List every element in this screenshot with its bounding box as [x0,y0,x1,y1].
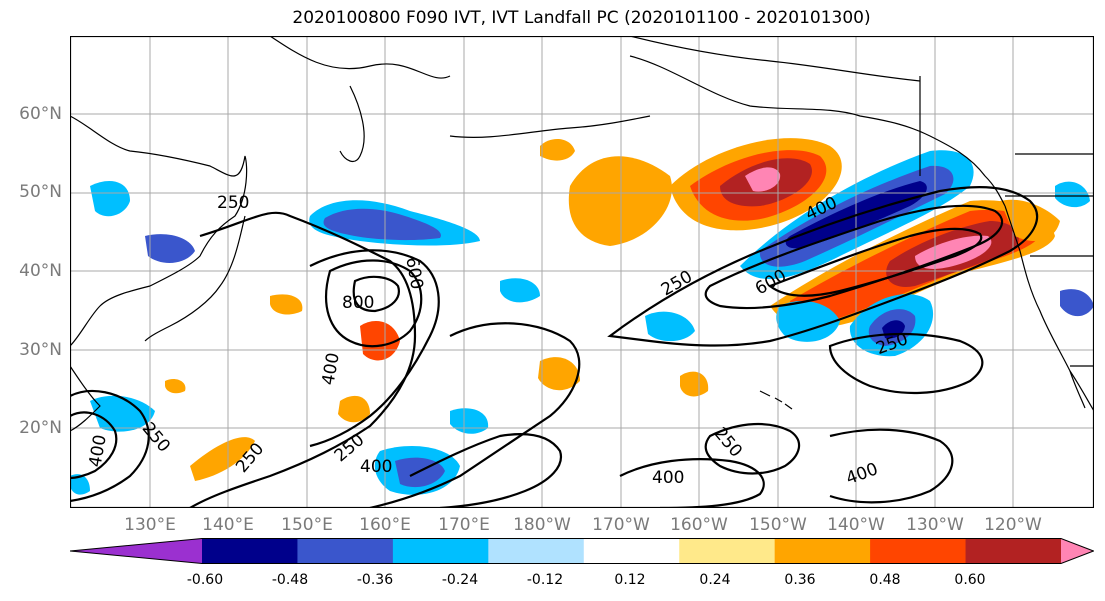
negative-anomaly-region [90,181,130,217]
colorbar-extension-min [70,538,202,564]
colorbar-tick-label: -0.48 [271,572,309,588]
colorbar-tick-label: 0.12 [614,572,646,588]
lon-label-150e: 150°E [281,515,333,535]
positive-anomaly-region [680,371,709,397]
colorbar-segment [392,538,489,564]
coastline-taiwan-china [70,365,101,432]
positive-anomaly-region [190,437,255,481]
negative-anomaly-region [500,278,540,303]
coastline-siberia [269,36,451,79]
colorbar-segment [297,538,394,564]
coastline-hawaii [759,390,793,410]
colorbar-tick-label: 0.36 [784,572,816,588]
colorbar-tick-label: 0.24 [699,572,731,588]
anomaly-shading [70,138,1094,495]
negative-anomaly-region [776,301,840,342]
colorbar-segment [583,538,680,564]
negative-anomaly-region [90,395,155,432]
map-title: 2020100800 F090 IVT, IVT Landfall PC (20… [292,8,871,28]
ivt-contour-800 [352,275,400,313]
coastline-asia [70,115,248,347]
lon-label-160w: 160°W [670,515,728,535]
map-panel: 250 600 800 400 250 400 250 400 250 600 … [70,36,1094,508]
negative-anomaly-region [450,408,489,434]
lat-label-50n: 50°N [19,182,62,202]
colorbar-tick-label: -0.36 [356,572,394,588]
contour-label: 400 [652,468,684,488]
lon-label-160e: 160°E [359,515,411,535]
colorbar-segment [965,538,1062,564]
lat-label-20n: 20°N [19,418,62,438]
ivt-contour-600 [767,227,983,297]
coastlines [70,36,1094,432]
coastline-aleutians [449,115,651,138]
lon-label-140e: 140°E [202,515,254,535]
positive-anomaly-region [270,294,303,315]
colorbar-tick-label: -0.12 [526,572,564,588]
ivt-contour-400 [409,433,563,508]
negative-anomaly-region [1060,289,1094,317]
ivt-contour-250 [704,423,801,475]
positive-anomaly-region [568,156,672,246]
lat-label-30n: 30°N [19,340,62,360]
negative-anomaly-region [70,474,90,495]
coastline-north-america [1004,205,1094,412]
colorbar-segments [70,538,1094,564]
lon-label-130w: 130°W [906,515,964,535]
negative-anomaly-region [1055,181,1090,208]
lon-label-140w: 140°W [827,515,885,535]
contour-label: 250 [217,193,249,213]
ivt-contour-250 [369,322,581,508]
positive-anomaly-region [540,139,575,161]
ivt-contour-250 [70,389,150,503]
ivt-contour-250 [607,186,1039,347]
ivt-contour-400 [309,249,440,448]
lon-label-170w: 170°W [592,515,650,535]
ivt-contour-400 [829,428,954,504]
lon-label-130e: 130°E [124,515,176,535]
positive-anomaly-region [338,395,370,423]
colorbar-segment [202,538,298,564]
positive-anomaly-region [360,321,400,361]
positive-anomaly-region [165,379,186,394]
colorbar-tick-label: -0.24 [441,572,479,588]
ivt-contours [70,186,1039,508]
coastline-alaska-north [629,36,921,82]
ivt-contour-400 [70,411,118,480]
colorbar [70,538,1094,564]
colorbar-segment [774,538,871,564]
coastline-alaska [629,55,1006,207]
negative-anomaly-region [145,234,195,263]
ivt-contour-250 [828,332,984,395]
colorbar-extension-max [1061,538,1094,564]
coastline-kamchatka [339,85,365,163]
ivt-contour-400 [619,458,765,508]
lon-label-170e: 170°E [438,515,490,535]
colorbar-tick-label: 0.48 [869,572,901,588]
ivt-contour-250 [189,211,417,508]
lon-label-180w: 180°W [513,515,571,535]
coastline-japan [144,215,246,342]
ivt-contour-600 [325,259,423,348]
positive-anomaly-region [1000,199,1060,241]
positive-anomaly-region [745,167,781,192]
colorbar-outline [70,538,1094,564]
colorbar-tick-label: -0.60 [186,572,224,588]
negative-anomaly-region [323,208,441,241]
lat-label-40n: 40°N [19,261,62,281]
coastline-baja [1069,370,1086,409]
contour-label: 800 [342,293,374,313]
lat-label-60n: 60°N [19,104,62,124]
contour-label: 400 [360,457,392,477]
colorbar-segment [488,538,585,564]
map-frame [70,36,1094,508]
colorbar-tick-label: 0.60 [954,572,986,588]
graticule [70,36,1094,508]
lon-label-120w: 120°W [984,515,1042,535]
negative-anomaly-region [645,311,695,342]
lon-label-150w: 150°W [749,515,807,535]
colorbar-segment [679,538,776,564]
positive-anomaly-region [538,357,580,391]
colorbar-segment [870,538,967,564]
